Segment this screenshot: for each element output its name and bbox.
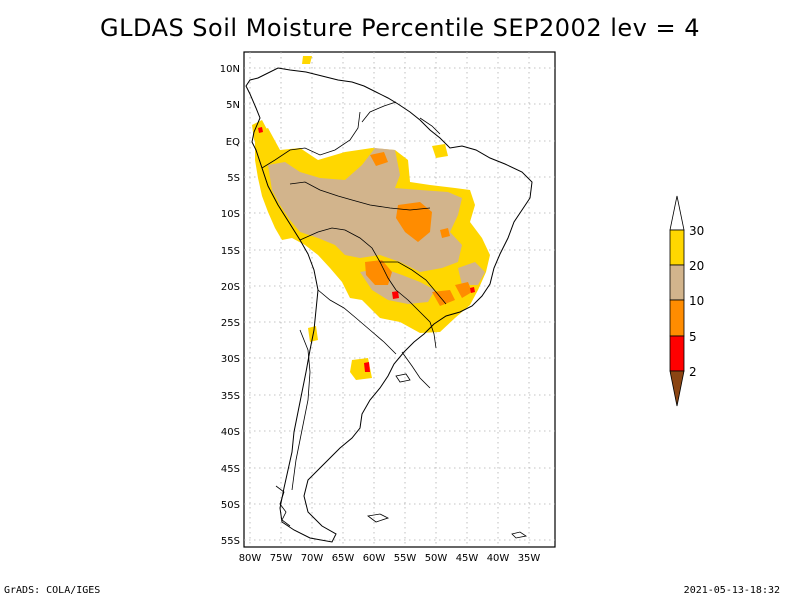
lon-tick: 55W [394, 553, 417, 564]
shaded-fields [252, 56, 490, 380]
lon-tick: 45W [456, 553, 479, 564]
lat-tick: 25S [221, 318, 240, 329]
colorbar-top-triangle [669, 195, 685, 231]
lon-tick: 50W [425, 553, 448, 564]
lat-tick: 30S [221, 354, 240, 365]
lat-tick: 20S [221, 282, 240, 293]
colorbar-label: 5 [689, 330, 697, 344]
shade-20-30-upper [302, 56, 312, 64]
shade-20-30-northeast [432, 144, 448, 158]
lon-tick: 35W [518, 553, 541, 564]
lon-tick: 80W [239, 553, 262, 564]
lat-tick: 50S [221, 500, 240, 511]
lat-tick: 10S [221, 209, 240, 220]
lat-tick: 55S [221, 536, 240, 547]
colorbar-bottom-triangle [669, 370, 685, 407]
shade-10-20-amazon [268, 148, 462, 272]
footer-timestamp: 2021-05-13-18:32 [683, 585, 780, 596]
small-land-features [275, 373, 528, 539]
shade-5-10-small [440, 228, 450, 238]
lat-axis-labels: 10N 5N EQ 5S 10S 15S 20S 25S 30S 35S 40S… [220, 64, 240, 547]
colorbar-labels: 30 20 10 5 2 [689, 224, 704, 379]
shade-10-20-east [458, 262, 485, 285]
colorbar-2-5 [669, 335, 685, 372]
shade-5-10-minas [455, 282, 472, 298]
lat-tick: 40S [221, 427, 240, 438]
lon-tick: 70W [301, 553, 324, 564]
shade-2-5-b [364, 362, 370, 372]
lon-axis-labels: 80W 75W 70W 65W 60W 55W 50W 45W 40W 35W [239, 553, 541, 564]
colorbar-10-20 [669, 264, 685, 301]
lat-tick: 15S [221, 246, 240, 257]
footer-credit: GrADS: COLA/IGES [4, 585, 101, 596]
lat-tick: 35S [221, 391, 240, 402]
lat-tick: EQ [226, 137, 240, 148]
lat-tick: 5N [226, 100, 240, 111]
lon-tick: 40W [487, 553, 510, 564]
lat-tick: 10N [220, 64, 240, 75]
country-borders [261, 101, 447, 491]
shade-2-5-d [258, 127, 263, 133]
colorbar [669, 195, 685, 407]
lat-tick: 45S [221, 464, 240, 475]
lon-tick: 60W [363, 553, 386, 564]
shade-5-10-para [396, 202, 432, 242]
shade-5-10-mato-grosso [365, 260, 392, 285]
colorbar-label: 30 [689, 224, 704, 238]
map-title: GLDAS Soil Moisture Percentile SEP2002 l… [100, 14, 700, 42]
colorbar-5-10 [669, 299, 685, 337]
colorbar-label: 20 [689, 259, 704, 273]
lon-tick: 65W [332, 553, 355, 564]
shade-5-10-north [370, 152, 388, 166]
colorbar-label: 10 [689, 294, 704, 308]
lat-tick: 5S [227, 173, 240, 184]
shade-2-5-a [392, 291, 399, 299]
colorbar-20-30 [669, 229, 685, 266]
lon-tick: 75W [270, 553, 293, 564]
shade-2-5-c [470, 287, 475, 293]
colorbar-label: 2 [689, 365, 697, 379]
